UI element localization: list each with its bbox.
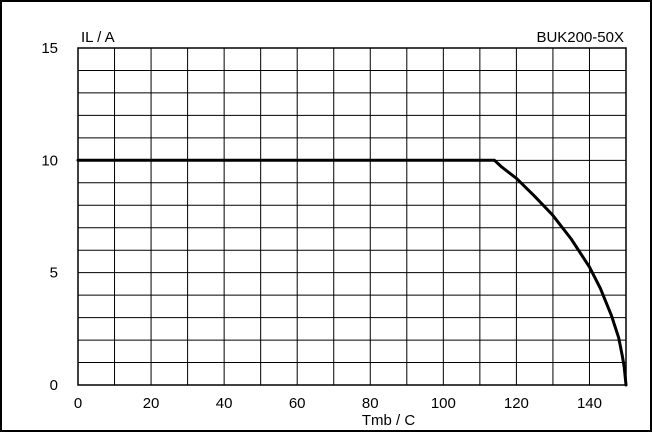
y-axis-label: IL / A [81,29,115,46]
x-tick-label: 120 [504,395,529,412]
y-tick-label: 0 [50,377,58,394]
x-tick-label: 100 [431,395,456,412]
x-tick-label: 40 [216,395,233,412]
y-tick-label: 10 [41,152,58,169]
tick-labels: 0 20 40 60 80 100 120 140 0 5 10 15 [41,40,602,412]
y-tick-label: 5 [50,265,58,282]
x-tick-label: 0 [74,395,82,412]
series-layer [76,158,628,387]
plot-area [77,47,627,386]
x-tick-label: 20 [143,395,160,412]
y-tick-label: 15 [41,40,58,57]
x-tick-label: 140 [577,395,602,412]
x-tick-label: 80 [362,395,379,412]
series-line [76,158,628,387]
x-tick-label: 60 [289,395,306,412]
grid [78,48,626,385]
x-axis-label: Tmb / C [362,412,416,429]
chart-title: BUK200-50X [536,29,624,46]
